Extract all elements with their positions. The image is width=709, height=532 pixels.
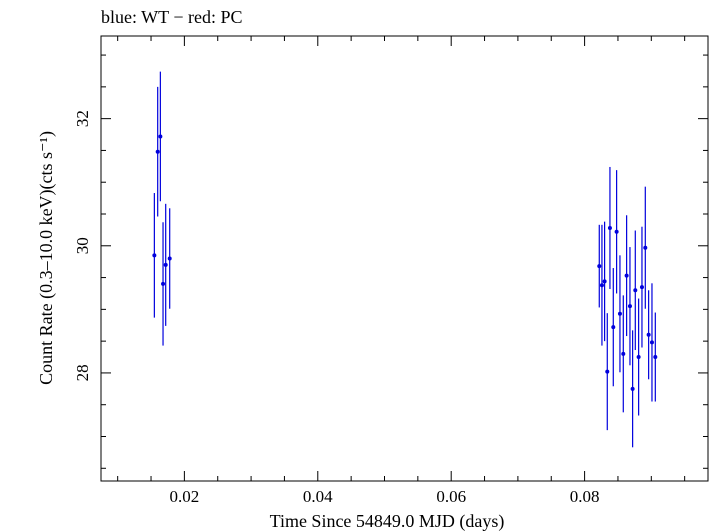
data-point xyxy=(161,281,166,286)
data-point xyxy=(599,283,604,288)
x-tick-label: 0.08 xyxy=(570,487,600,506)
data-point xyxy=(646,332,651,337)
data-point xyxy=(158,134,163,139)
chart-title: blue: WT − red: PC xyxy=(101,7,242,27)
data-point xyxy=(163,262,168,267)
data-point xyxy=(617,311,622,316)
data-point xyxy=(649,340,654,345)
x-axis: 0.02 0.04 0.06 0.08 xyxy=(117,36,686,506)
data-point xyxy=(636,355,641,360)
data-point xyxy=(639,285,644,290)
data-point xyxy=(630,386,635,391)
data-point xyxy=(611,325,616,330)
x-tick-label: 0.06 xyxy=(436,487,466,506)
data-point xyxy=(653,355,658,360)
data-point xyxy=(633,288,638,293)
data-point xyxy=(624,273,629,278)
data-point xyxy=(614,229,619,234)
y-tick-label: 32 xyxy=(73,110,92,127)
data-point xyxy=(627,304,632,309)
y-tick-label: 30 xyxy=(73,237,92,254)
data-point xyxy=(602,279,607,284)
x-axis-label: Time Since 54849.0 MJD (days) xyxy=(270,511,505,532)
data-point xyxy=(605,369,610,374)
y-axis: 28 30 32 xyxy=(73,54,708,469)
data-point xyxy=(621,351,626,356)
data-point xyxy=(167,256,172,261)
data-point xyxy=(597,264,602,269)
data-point xyxy=(152,253,157,258)
plot-frame xyxy=(100,35,709,482)
x-tick-label: 0.02 xyxy=(170,487,200,506)
x-tick-label: 0.04 xyxy=(303,487,333,506)
data-point xyxy=(643,245,648,250)
y-axis-label: Count Rate (0.3–10.0 keV)(cts s⁻¹) xyxy=(36,131,57,385)
y-tick-label: 28 xyxy=(73,364,92,381)
data-point xyxy=(607,225,612,230)
data-series-wt xyxy=(152,71,658,448)
data-point xyxy=(155,149,160,154)
